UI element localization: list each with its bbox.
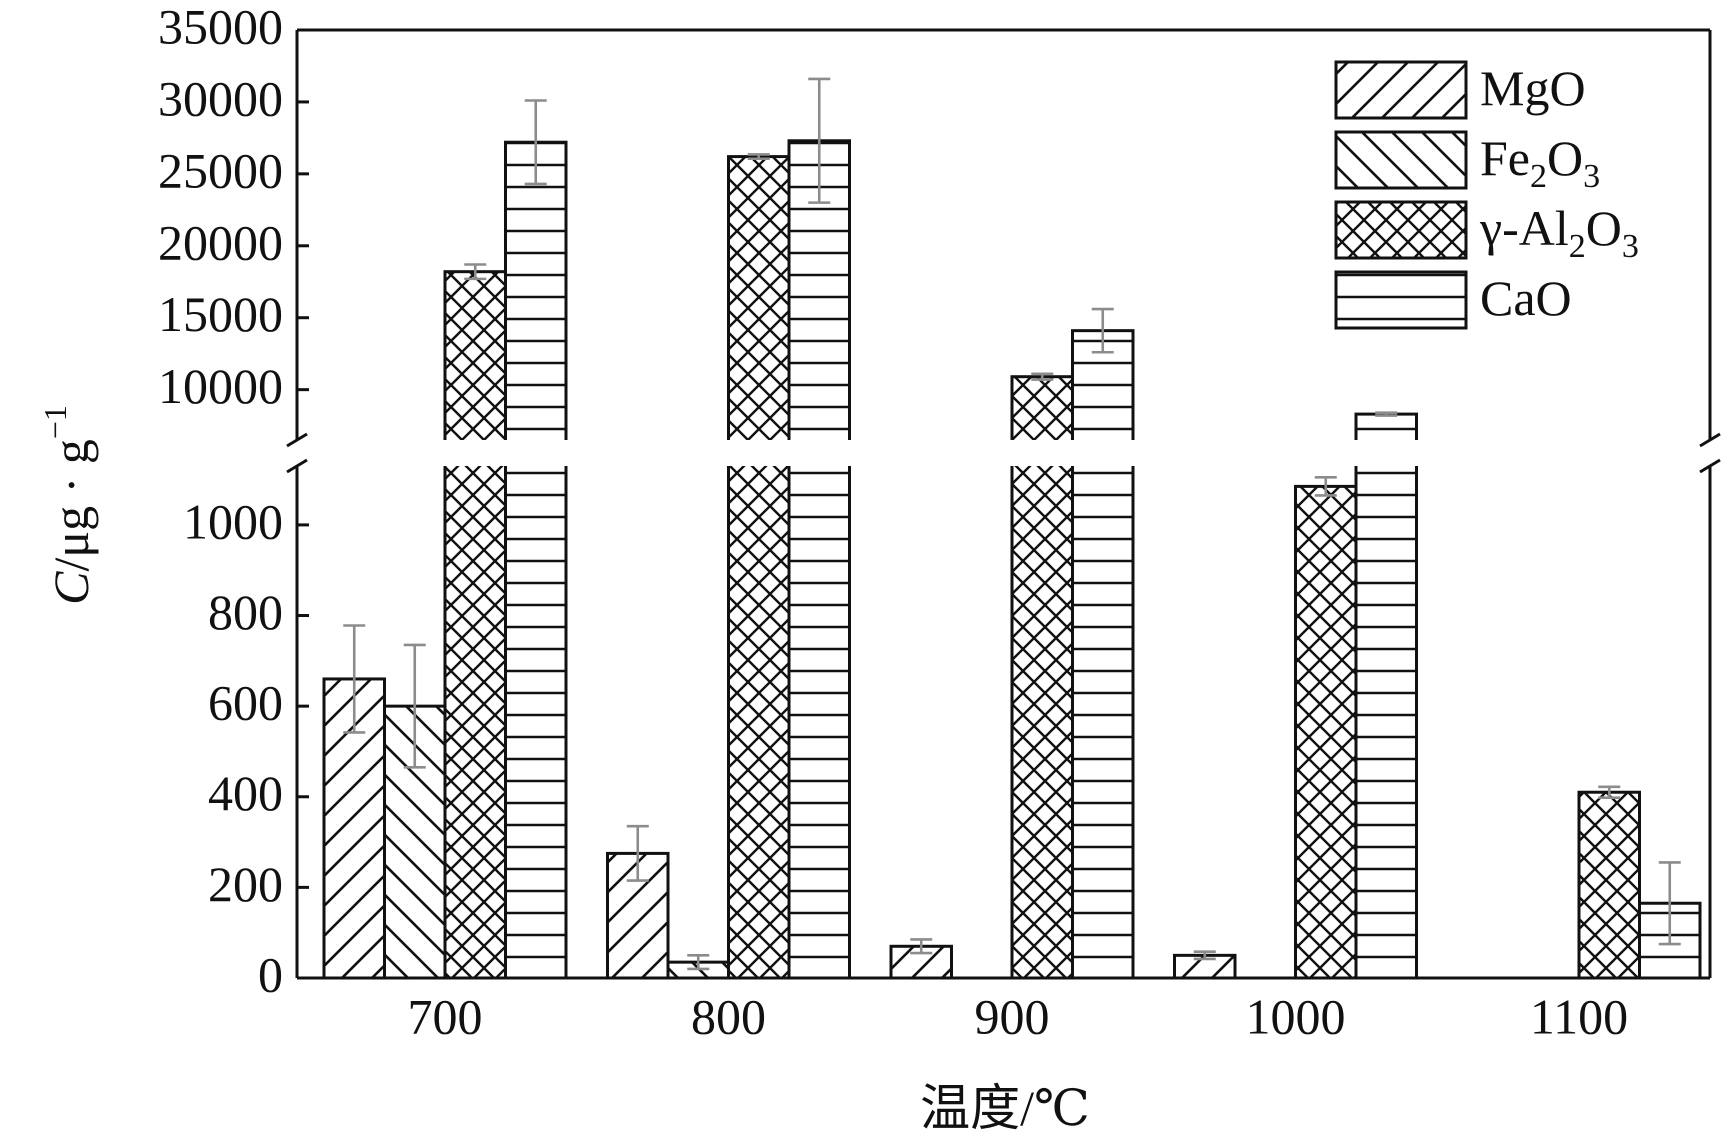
bar-al2o3-1100 <box>1577 790 1641 980</box>
legend-label-fe2o3: Fe2O3 <box>1480 130 1600 195</box>
y-tick-label-15000: 15000 <box>158 286 283 342</box>
error-bar-al2o3-1100 <box>1598 785 1621 799</box>
error-bar-mgo-700 <box>343 624 366 734</box>
x-tick-label-700: 700 <box>408 988 483 1044</box>
bar-cao-700 <box>504 140 568 980</box>
error-bar-al2o3-700 <box>464 263 487 281</box>
y-tick-label-800: 800 <box>208 584 283 640</box>
error-bar-cao-1000 <box>1375 411 1398 417</box>
y-tick-label-1000: 1000 <box>183 493 283 549</box>
y-tick-label-400: 400 <box>208 765 283 821</box>
bar-al2o3-800 <box>727 155 791 980</box>
break-mark-left-top <box>286 432 308 448</box>
error-bar-al2o3-800 <box>747 153 770 161</box>
y-tick-label-600: 600 <box>208 675 283 731</box>
error-bar-al2o3-1000 <box>1314 476 1337 497</box>
y-tick-label-0: 0 <box>258 946 283 1002</box>
legend-label-al2o3: γ-Al2O3 <box>1479 200 1639 265</box>
legend-item-mgo: MgO <box>1334 60 1586 120</box>
error-bar-cao-1100 <box>1658 861 1681 946</box>
bar-cao-800 <box>787 139 851 980</box>
y-tick-label-35000: 35000 <box>158 0 283 54</box>
y-tick-label-25000: 25000 <box>158 142 283 198</box>
x-tick-label-800: 800 <box>691 988 766 1044</box>
legend-swatch-mgo <box>1334 60 1468 120</box>
error-bar-mgo-1000 <box>1193 950 1216 961</box>
axis-break-gap <box>295 440 1712 466</box>
break-mark-right-top <box>1699 432 1721 448</box>
bar-al2o3-900 <box>1010 375 1074 980</box>
ticks-layer: 0 200 400 600 800 1000 10000 15000 20000 25000 300… <box>158 0 1628 1044</box>
bar-al2o3-1000 <box>1294 484 1358 980</box>
legend-swatch-cao <box>1334 270 1468 330</box>
error-bar-fe2o3-700 <box>403 643 426 769</box>
error-bars-layer <box>343 77 1681 971</box>
break-mark-right-bottom <box>1699 458 1721 474</box>
y-tick-label-200: 200 <box>208 856 283 912</box>
bar-cao-900 <box>1071 329 1135 980</box>
error-bar-cao-900 <box>1091 307 1114 354</box>
legend-item-cao: CaO <box>1334 270 1572 330</box>
legend-item-fe2o3: Fe2O3 <box>1334 130 1600 195</box>
error-bar-fe2o3-800 <box>687 954 710 971</box>
legend-label-cao: CaO <box>1480 270 1572 326</box>
break-mark-left-bottom <box>286 458 308 474</box>
error-bar-mgo-900 <box>910 938 933 955</box>
error-bar-cao-800 <box>808 77 831 204</box>
y-tick-label-30000: 30000 <box>158 70 283 126</box>
legend-item-al2o3: γ-Al2O3 <box>1334 200 1639 265</box>
y-axis-title-main: C <box>43 571 99 605</box>
x-tick-label-900: 900 <box>975 988 1050 1044</box>
legend-swatch-al2o3 <box>1334 200 1468 260</box>
y-axis-title-rest: /μg · g <box>43 439 99 571</box>
y-axis-title: C/μg · g−1 <box>37 405 99 605</box>
break-gap <box>295 440 1712 466</box>
axes-layer <box>286 28 1721 980</box>
error-bar-mgo-800 <box>626 824 649 882</box>
legend-label-mgo: MgO <box>1480 60 1586 116</box>
x-tick-label-1000: 1000 <box>1246 988 1346 1044</box>
bar-al2o3-700 <box>443 270 507 980</box>
bar-cao-1000 <box>1354 412 1418 980</box>
y-tick-label-20000: 20000 <box>158 214 283 270</box>
x-tick-label-1100: 1100 <box>1530 988 1628 1044</box>
bars-layer <box>322 139 1702 980</box>
y-axis-title-sup: −1 <box>37 405 73 439</box>
legend-swatch-fe2o3 <box>1334 130 1468 190</box>
error-bar-cao-700 <box>524 99 547 186</box>
x-axis-title: 温度/℃ <box>920 1080 1090 1136</box>
y-tick-label-10000: 10000 <box>158 358 283 414</box>
error-bar-al2o3-900 <box>1031 372 1054 381</box>
